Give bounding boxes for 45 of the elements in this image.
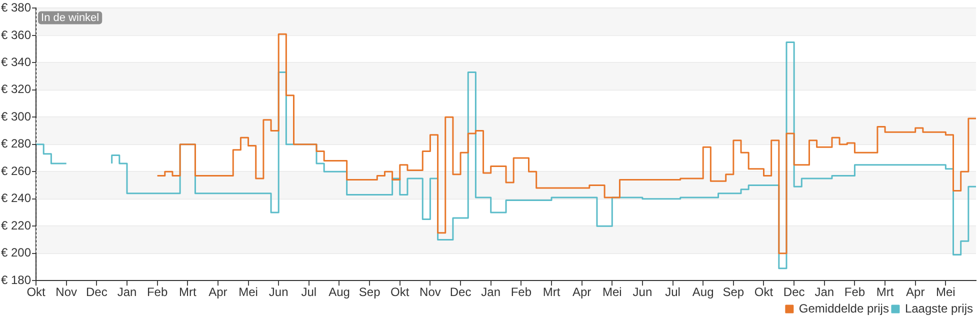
y-tick-label: € 360 — [1, 28, 32, 42]
x-tick-label: Sep — [358, 285, 381, 300]
ref-line-label: In de winkel — [41, 12, 100, 24]
x-tick-label: Mrt — [876, 285, 894, 300]
x-tick-label: Jul — [301, 285, 317, 300]
x-tick-label: Mrt — [542, 285, 561, 300]
x-tick-label: Feb — [146, 285, 168, 300]
x-tick-label: Okt — [26, 285, 46, 300]
y-tick-label: € 300 — [1, 109, 32, 124]
x-tick-label: Okt — [754, 285, 774, 300]
legend-label: Laagste prijs — [904, 301, 974, 316]
x-tick-label: Dec — [450, 285, 472, 300]
x-tick-label: Jan — [481, 285, 501, 300]
x-tick-label: Jan — [814, 285, 834, 300]
y-tick-label: € 180 — [1, 272, 32, 287]
x-tick-label: Apr — [906, 285, 925, 300]
x-tick-label: Mei — [936, 285, 956, 300]
legend-label: Gemiddelde prijs — [798, 301, 889, 316]
x-tick-label: Jan — [117, 285, 137, 300]
y-tick-label: € 200 — [1, 246, 32, 260]
x-tick-label: Sep — [722, 285, 744, 300]
x-tick-label: Jun — [632, 285, 652, 300]
y-tick-label: € 340 — [1, 54, 32, 69]
x-tick-label: Nov — [56, 285, 78, 300]
x-tick-label: Feb — [844, 285, 866, 300]
y-tick-label: € 320 — [1, 82, 32, 96]
x-tick-label: Apr — [208, 285, 228, 300]
x-tick-label: Apr — [572, 285, 592, 300]
x-tick-label: Dec — [783, 285, 805, 300]
y-tick-label: € 220 — [1, 218, 32, 232]
x-tick-label: Aug — [692, 285, 714, 300]
x-tick-label: Mei — [238, 285, 258, 300]
y-tick-label: € 280 — [1, 136, 32, 151]
y-tick-label: € 380 — [1, 0, 32, 15]
y-tick-label: € 260 — [1, 164, 32, 178]
y-tick-label: € 240 — [1, 191, 32, 206]
x-tick-label: Okt — [390, 285, 410, 300]
x-tick-label: Jun — [268, 285, 288, 300]
x-tick-label: Nov — [420, 285, 441, 300]
x-tick-label: Aug — [328, 285, 350, 300]
x-tick-label: Dec — [86, 285, 108, 300]
x-tick-label: Mrt — [178, 285, 197, 300]
x-tick-label: Mei — [602, 285, 622, 300]
x-tick-label: Feb — [510, 285, 532, 300]
x-tick-label: Jul — [665, 285, 680, 300]
